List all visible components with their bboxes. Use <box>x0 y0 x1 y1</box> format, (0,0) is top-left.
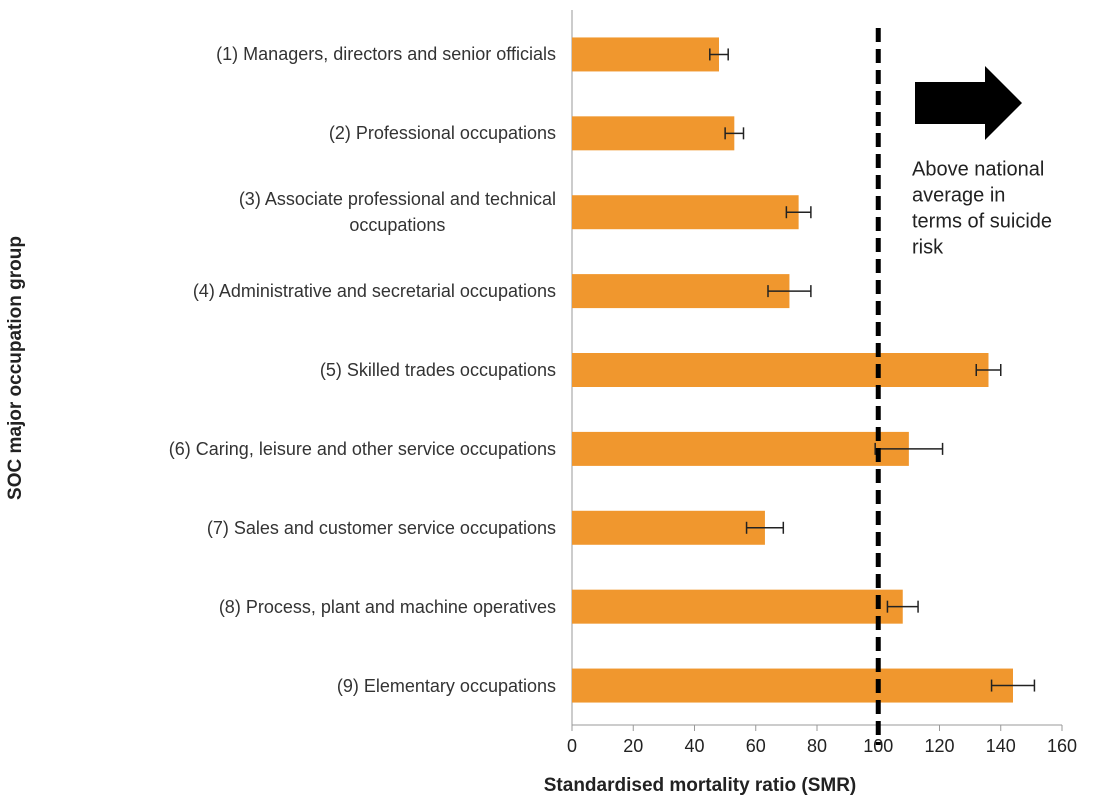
bar <box>572 668 1013 703</box>
bar <box>572 589 903 624</box>
x-axis-title: Standardised mortality ratio (SMR) <box>544 775 857 796</box>
error-bar <box>767 285 812 298</box>
annotation: average in <box>912 184 1005 206</box>
x-tick-label: 20 <box>623 736 643 756</box>
bar <box>572 37 719 72</box>
category-label: (6) Caring, leisure and other service oc… <box>168 438 556 459</box>
bar <box>572 353 989 387</box>
category-label: (8) Process, plant and machine operative… <box>218 596 556 617</box>
x-tick-label: 60 <box>746 736 766 756</box>
error-bar <box>975 364 1002 376</box>
x-tick-label: 80 <box>807 736 827 756</box>
bar <box>572 431 909 466</box>
x-tick-label: 160 <box>1047 736 1077 756</box>
category-label: (2) Professional occupations <box>328 123 556 144</box>
error-bar <box>874 442 944 455</box>
category-label: (1) Managers, directors and senior offic… <box>216 44 556 65</box>
bar <box>572 195 799 230</box>
x-tick-label: 100 <box>863 736 893 756</box>
category-label: (9) Elementary occupations <box>336 675 556 696</box>
category-label: (5) Skilled trades occupations <box>319 360 556 380</box>
bar <box>572 116 735 151</box>
error-bar <box>886 600 919 613</box>
x-tick-label: 40 <box>684 736 704 756</box>
arrow <box>915 66 1022 140</box>
bar <box>572 274 790 309</box>
error-bar <box>709 48 729 61</box>
y-axis-title: SOC major occupation group <box>5 236 26 500</box>
annotation: Above national <box>912 158 1044 180</box>
annotation: terms of suicide <box>912 210 1052 232</box>
x-tick-label: 120 <box>924 736 954 756</box>
x-tick-label: 140 <box>986 736 1016 756</box>
error-bar <box>745 521 785 534</box>
annotation: risk <box>912 236 944 258</box>
category-label: (4) Administrative and secretarial occup… <box>192 281 556 302</box>
category-label: (7) Sales and customer service occupatio… <box>206 517 556 538</box>
error-bar <box>990 679 1036 692</box>
bar <box>572 510 765 545</box>
category-label: (3) Associate professional and technical… <box>238 189 556 236</box>
x-tick-label: 0 <box>567 736 577 756</box>
error-bar <box>724 127 745 140</box>
error-bar <box>785 206 812 219</box>
